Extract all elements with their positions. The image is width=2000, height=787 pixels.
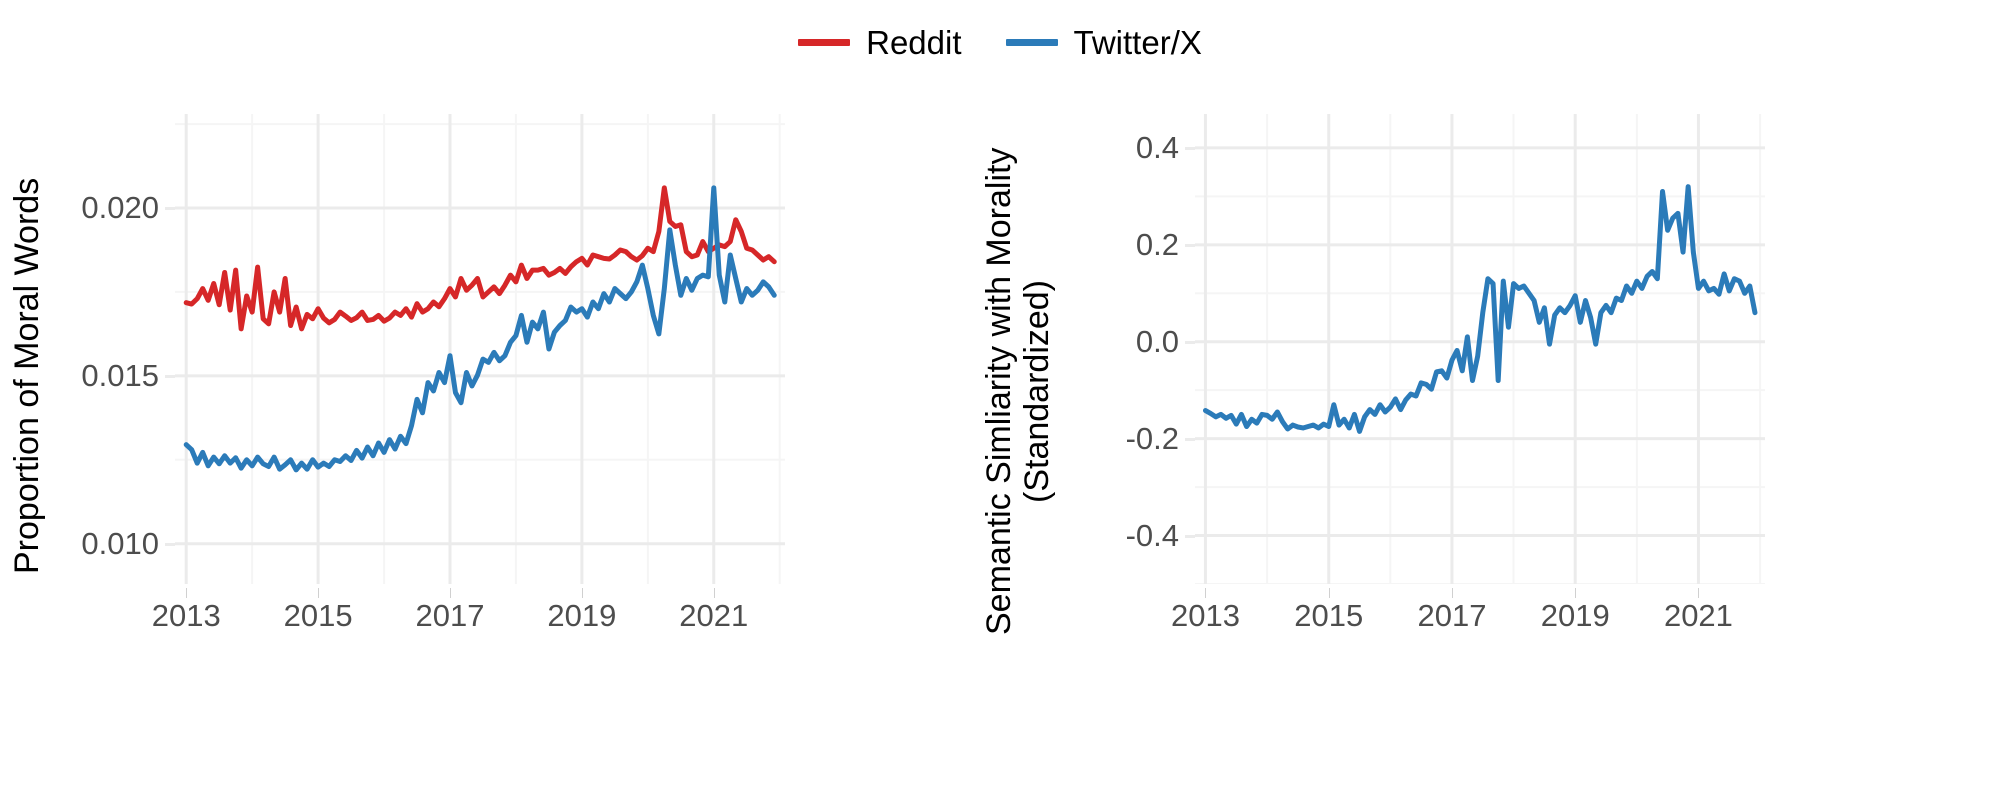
plot-area-left bbox=[175, 114, 785, 584]
y-tick-mark bbox=[1185, 243, 1195, 247]
x-tick-mark bbox=[449, 588, 451, 598]
x-tick-label: 2017 bbox=[1417, 598, 1487, 633]
chart-legend: Reddit Twitter/X bbox=[0, 16, 2000, 68]
x-tick-label: 2019 bbox=[1540, 598, 1610, 633]
panel-proportion-of-moral-words: Proportion of Moral Words 0.020 0.015 0.01… bbox=[0, 86, 980, 786]
legend-label: Reddit bbox=[866, 23, 962, 61]
y-tick-label: -0.2 bbox=[1125, 420, 1179, 456]
legend-item-twitter-x[interactable]: Twitter/X bbox=[1005, 23, 1202, 61]
chart-svg-right bbox=[1195, 114, 1765, 584]
y-tick-label: 0.0 bbox=[1135, 323, 1179, 359]
x-axis-ticks-right: 2013 2015 2017 2019 2021 bbox=[1171, 588, 1765, 644]
x-tick-mark bbox=[318, 588, 320, 598]
y-tick-label: 0.010 bbox=[81, 525, 159, 561]
x-tick-mark bbox=[1698, 588, 1700, 598]
x-tick-label: 2021 bbox=[1663, 598, 1733, 633]
plot-area-right bbox=[1195, 114, 1765, 584]
panel-semantic-similarity: Semantic Simliarity with Morality (Stand… bbox=[980, 86, 2000, 786]
x-tick-mark bbox=[581, 588, 583, 598]
x-tick-label: 2013 bbox=[151, 598, 221, 633]
x-tick-mark bbox=[186, 588, 188, 598]
legend-label: Twitter/X bbox=[1073, 23, 1202, 61]
x-tick-mark bbox=[1575, 588, 1577, 598]
legend-key-twitter bbox=[1005, 38, 1058, 46]
y-tick-label: 0.020 bbox=[81, 190, 159, 225]
panel-background bbox=[175, 114, 785, 584]
y-tick-label: 0.2 bbox=[1135, 226, 1179, 262]
y-axis-ticks-left: 0.020 0.015 0.010 bbox=[29, 114, 175, 584]
x-tick-mark bbox=[713, 588, 715, 598]
y-axis-title-right: Semantic Simliarity with Morality (Stand… bbox=[980, 147, 1057, 635]
legend-item-reddit[interactable]: Reddit bbox=[798, 23, 962, 61]
x-tick-label: 2015 bbox=[283, 598, 353, 633]
x-tick-label: 2021 bbox=[679, 598, 749, 633]
chart-svg-left bbox=[175, 114, 785, 584]
y-tick-mark bbox=[1185, 146, 1195, 150]
x-axis-ticks-left: 2013 2015 2017 2019 2021 bbox=[152, 588, 785, 644]
y-tick-label: 0.4 bbox=[1135, 129, 1179, 165]
series-line-reddit bbox=[183, 185, 777, 332]
y-tick-mark bbox=[165, 207, 175, 210]
y-tick-mark bbox=[1185, 534, 1195, 538]
y-tick-mark bbox=[165, 542, 175, 546]
y-tick-label: 0.015 bbox=[81, 357, 159, 393]
y-tick-mark bbox=[165, 374, 175, 378]
x-tick-mark bbox=[1451, 588, 1453, 598]
x-tick-label: 2015 bbox=[1294, 598, 1364, 633]
x-tick-mark bbox=[1328, 588, 1330, 598]
series-line-twitter-x bbox=[1202, 184, 1758, 434]
series-line-twitter-x bbox=[183, 185, 777, 473]
y-axis-ticks-right: 0.4 0.2 0.0 -0.2 -0.4 bbox=[1049, 114, 1195, 584]
y-tick-mark bbox=[1185, 437, 1195, 441]
x-tick-label: 2013 bbox=[1170, 598, 1240, 633]
legend-key-reddit bbox=[798, 38, 851, 46]
y-tick-mark bbox=[1185, 340, 1195, 344]
x-tick-label: 2017 bbox=[415, 598, 485, 633]
x-tick-label: 2019 bbox=[547, 598, 617, 633]
y-tick-label: -0.4 bbox=[1125, 517, 1179, 553]
x-tick-mark bbox=[1205, 588, 1207, 598]
